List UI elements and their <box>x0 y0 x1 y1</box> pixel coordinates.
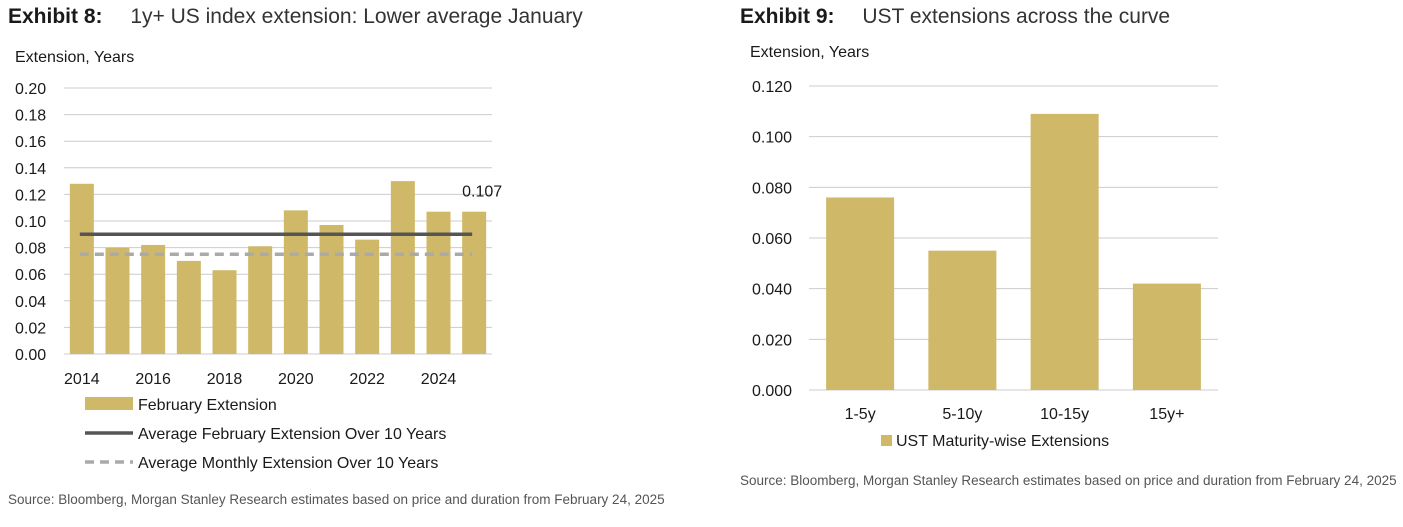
x-tick-label: 2022 <box>349 371 385 388</box>
y-tick-label: 0.060 <box>752 231 792 248</box>
bar-2019 <box>248 246 273 354</box>
x-tick-label: 2024 <box>421 371 457 388</box>
exhibit-8-y-axis-label: Extension, Years <box>15 49 135 66</box>
legend-swatch-february-extension <box>85 397 133 410</box>
y-tick-label: 0.020 <box>752 332 792 349</box>
y-tick-label: 0.04 <box>15 294 46 311</box>
exhibit-9-title-text: UST extensions across the curve <box>862 5 1171 28</box>
exhibit-8-title-text: 1y+ US index extension: Lower average Ja… <box>130 5 583 28</box>
legend-label-february-extension: February Extension <box>138 397 277 414</box>
x-tick-label: 15y+ <box>1149 406 1184 423</box>
bar-15y+ <box>1132 283 1201 390</box>
exhibit-9-label: Exhibit 9: <box>740 5 835 28</box>
bar-2018 <box>212 270 237 354</box>
exhibit-9-y-axis-label: Extension, Years <box>750 44 870 61</box>
y-tick-label: 0.18 <box>15 108 46 125</box>
bar-2017 <box>176 260 201 354</box>
y-tick-label: 0.120 <box>752 79 792 96</box>
legend-label-avg-february: Average February Extension Over 10 Years <box>138 426 446 443</box>
bar-1-5y <box>826 197 895 390</box>
y-tick-label: 0.00 <box>15 347 46 364</box>
data-label-last: 0.107 <box>462 184 502 201</box>
y-tick-label: 0.02 <box>15 320 46 337</box>
x-tick-label: 10-15y <box>1040 406 1089 423</box>
bar-2020 <box>283 210 308 354</box>
bar-2016 <box>141 244 166 354</box>
y-tick-label: 0.040 <box>752 282 792 299</box>
y-tick-label: 0.14 <box>15 161 46 178</box>
exhibit-8-title: Exhibit 8: 1y+ US index extension: Lower… <box>8 5 583 29</box>
y-tick-label: 0.10 <box>15 214 46 231</box>
bar-10-15y <box>1030 113 1099 390</box>
legend-label-ust-maturity: UST Maturity-wise Extensions <box>896 433 1109 450</box>
y-tick-label: 0.16 <box>15 134 46 151</box>
legend-label-avg-monthly: Average Monthly Extension Over 10 Years <box>138 455 438 472</box>
exhibit-8-source: Source: Bloomberg, Morgan Stanley Resear… <box>8 492 665 507</box>
y-tick-label: 0.000 <box>752 383 792 400</box>
y-tick-label: 0.12 <box>15 187 46 204</box>
exhibit-9-source: Source: Bloomberg, Morgan Stanley Resear… <box>740 473 1397 488</box>
bar-2022 <box>355 239 380 354</box>
x-tick-label: 2014 <box>64 371 100 388</box>
exhibit-9-panel: Exhibit 9: UST extensions across the cur… <box>730 0 1403 527</box>
exhibit-9-title: Exhibit 9: UST extensions across the cur… <box>740 5 1170 29</box>
x-tick-label: 1-5y <box>845 406 876 423</box>
exhibit-9-chart: 0.000 0.020 0.040 0.060 0.080 0.100 0.120 1-5y 5… <box>752 79 1218 450</box>
x-tick-label: 5-10y <box>942 406 982 423</box>
exhibit-8-panel: Exhibit 8: 1y+ US index extension: Lower… <box>0 0 700 527</box>
bar-2015 <box>105 247 130 354</box>
legend-swatch-ust-maturity <box>881 435 892 446</box>
y-tick-label: 0.06 <box>15 267 46 284</box>
bar-2023 <box>390 181 415 354</box>
exhibit-8-label: Exhibit 8: <box>8 5 103 28</box>
bar-2014 <box>69 183 94 354</box>
bar-5-10y <box>928 250 997 390</box>
x-tick-label: 2018 <box>207 371 243 388</box>
y-tick-label: 0.20 <box>15 81 46 98</box>
exhibit-8-chart: 0.00 0.02 0.04 0.06 0.08 0.10 0.12 0.14 0.16 0.18… <box>15 81 502 472</box>
y-tick-label: 0.100 <box>752 130 792 147</box>
y-tick-label: 0.080 <box>752 180 792 197</box>
x-tick-label: 2020 <box>278 371 314 388</box>
x-tick-label: 2016 <box>135 371 171 388</box>
bar-2021 <box>319 224 344 354</box>
y-tick-label: 0.08 <box>15 241 46 258</box>
